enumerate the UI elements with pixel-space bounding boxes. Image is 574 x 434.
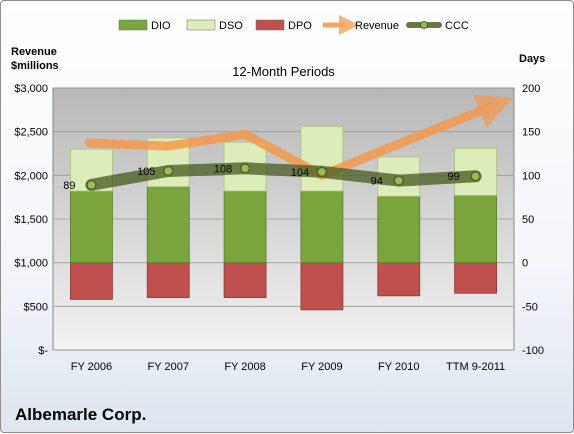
bar-dpo [70, 262, 113, 300]
ccc-point [239, 163, 251, 174]
category-label: TTM 9-2011 [446, 361, 505, 373]
ccc-data-label: 108 [214, 163, 232, 175]
ccc-point [393, 175, 404, 186]
bar-dpo [223, 262, 267, 298]
bar-dpo [454, 262, 497, 294]
legend-swatch-dso [186, 19, 216, 31]
ccc-point [163, 165, 174, 177]
legend-label: DIO [151, 20, 171, 32]
bar-dio [70, 190, 113, 264]
bar-dio [223, 190, 267, 264]
ccc-data-label: 105 [137, 166, 155, 178]
ccc-data-label: 104 [291, 167, 309, 179]
right-tick-label: 100 [522, 170, 540, 182]
right-tick-label: 50 [522, 214, 534, 226]
right-axis-title: Days [519, 53, 546, 65]
bar-dio [454, 195, 497, 264]
left-tick-label: $2,000 [14, 170, 48, 182]
bar-dio [377, 195, 421, 264]
left-tick-label: $3,000 [14, 83, 48, 95]
left-tick-label: $1,500 [14, 214, 48, 226]
left-tick-label: $500 [24, 301, 48, 313]
category-label: FY 2010 [378, 361, 419, 373]
bar-dpo [300, 262, 344, 311]
legend-marker-ccc [420, 21, 428, 29]
bar-dio [146, 186, 190, 264]
right-tick-label: 150 [522, 127, 540, 139]
right-tick-label: -50 [522, 301, 538, 313]
legend-label: DSO [219, 20, 243, 32]
legend-swatch-dpo [255, 19, 285, 31]
legend-label: Revenue [355, 20, 399, 32]
bar-dso [300, 126, 344, 192]
category-label: FY 2008 [224, 361, 265, 373]
left-axis-title: Revenue $millions [11, 45, 59, 73]
ccc-point [316, 166, 328, 178]
ccc-point [470, 170, 481, 182]
right-tick-label: 200 [522, 83, 540, 95]
category-label: FY 2006 [71, 361, 112, 373]
left-axis-title-line1: Revenue [11, 46, 57, 58]
legend-swatch-dio [118, 19, 148, 31]
legend-label: CCC [445, 20, 469, 32]
left-tick-label: $- [38, 345, 48, 357]
bar-dio [300, 190, 344, 264]
left-tick-label: $2,500 [14, 127, 48, 139]
ccc-data-label: 94 [371, 176, 383, 188]
right-tick-label: 0 [522, 258, 528, 270]
bar-dpo [377, 262, 421, 297]
chart-title: 12-Month Periods [232, 64, 335, 79]
ccc-data-label: 89 [63, 180, 75, 192]
legend-label: DPO [288, 20, 312, 32]
category-label: FY 2007 [148, 361, 189, 373]
revenue-line [84, 94, 513, 180]
category-label: FY 2009 [301, 361, 342, 373]
ccc-point [86, 179, 97, 191]
left-axis-title-line2: $millions [11, 60, 59, 72]
ccc-line [85, 162, 482, 191]
bar-dpo [146, 262, 190, 298]
ccc-data-label: 99 [447, 171, 459, 183]
company-name: Albemarle Corp. [15, 405, 147, 424]
left-tick-label: $1,000 [14, 258, 48, 270]
right-tick-label: -100 [522, 345, 544, 357]
